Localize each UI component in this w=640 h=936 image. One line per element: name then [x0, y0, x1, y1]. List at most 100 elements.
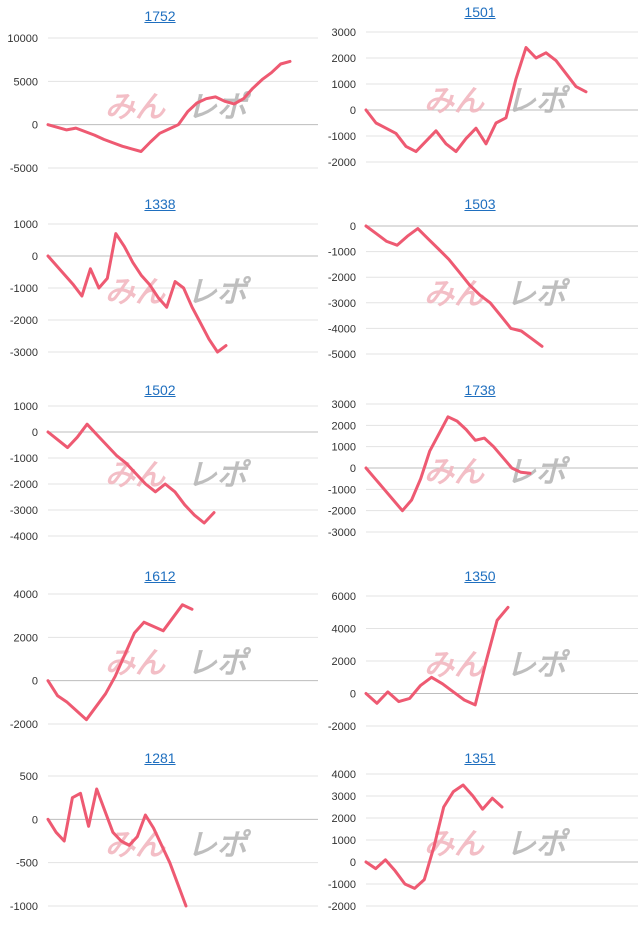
y-tick-label: -2000: [328, 506, 356, 518]
chart-title-link[interactable]: 1338: [144, 196, 176, 212]
y-tick-label: -3000: [328, 527, 356, 539]
watermark-logo: みん レポ: [424, 455, 571, 490]
chart-panel: 1612: [0, 558, 320, 744]
y-tick-label: -3000: [10, 505, 38, 517]
chart-title-link[interactable]: 1501: [464, 4, 496, 20]
y-tick-label: 5000: [14, 76, 38, 88]
chart-panel: 1503: [320, 186, 640, 372]
chart-title-link[interactable]: 1738: [464, 382, 496, 398]
y-tick-label: 0: [32, 427, 38, 439]
series-line: [364, 46, 588, 154]
svg-text:レポ: レポ: [506, 827, 571, 862]
chart-1351: -2000 -1000 0 1000 2000 3000 4000 みん レポ: [328, 769, 638, 913]
y-tick-label: -4000: [328, 323, 356, 335]
series-line: [364, 783, 504, 890]
y-tick-label: 0: [32, 814, 38, 826]
chart-1752: -5000 0 5000 10000 みん レポ: [7, 33, 318, 175]
svg-text:レポ: レポ: [187, 90, 252, 125]
chart-title-link[interactable]: 1503: [464, 196, 496, 212]
chart-panel: 1281: [0, 744, 320, 930]
chart-title-link[interactable]: 1752: [144, 8, 176, 24]
y-tick-label: 0: [350, 463, 356, 475]
y-tick-label: 4000: [332, 624, 356, 636]
y-tick-label: -4000: [10, 531, 38, 543]
svg-text:レポ: レポ: [506, 455, 571, 490]
y-tick-label: -1000: [328, 484, 356, 496]
y-tick-label: 0: [350, 857, 356, 869]
y-tick-label: -1000: [10, 901, 38, 913]
y-tick-label: -5000: [10, 163, 38, 175]
y-tick-label: 3000: [332, 27, 356, 39]
chart-panel: 1502: [0, 372, 320, 558]
y-tick-label: -2000: [328, 901, 356, 913]
y-tick-label: 2000: [332, 813, 356, 825]
chart-title-link[interactable]: 1350: [464, 568, 496, 584]
series-line: [46, 232, 228, 354]
svg-text:レポ: レポ: [506, 84, 571, 119]
y-tick-label: 1000: [332, 835, 356, 847]
series-line: [46, 787, 188, 908]
watermark-logo: みん レポ: [424, 84, 571, 119]
y-tick-label: 1000: [14, 401, 38, 413]
y-tick-label: 0: [350, 689, 356, 701]
watermark-logo: みん レポ: [424, 827, 571, 862]
chart-1501: -2000 -1000 0 1000 2000 3000 みん レポ: [328, 27, 638, 169]
series-line: [46, 422, 216, 525]
y-tick-label: 2000: [332, 656, 356, 668]
y-tick-label: -1000: [328, 131, 356, 143]
y-tick-label: 0: [350, 105, 356, 117]
watermark-logo: みん レポ: [105, 90, 252, 125]
y-tick-label: -1000: [328, 879, 356, 891]
y-tick-label: 3000: [332, 399, 356, 411]
series-line: [364, 224, 544, 348]
series-line: [364, 415, 532, 513]
y-tick-label: -1000: [10, 283, 38, 295]
y-tick-label: 0: [32, 251, 38, 263]
y-tick-label: 6000: [332, 591, 356, 603]
svg-text:レポ: レポ: [187, 275, 252, 310]
series-line: [364, 605, 510, 707]
y-tick-label: -1000: [10, 453, 38, 465]
chart-panel: 1351: [320, 744, 640, 930]
y-tick-label: 10000: [7, 33, 38, 45]
y-tick-label: 0: [350, 221, 356, 233]
series-line: [46, 603, 194, 722]
y-tick-label: 4000: [14, 589, 38, 601]
series-line: [46, 59, 292, 153]
svg-text:みん: みん: [105, 90, 166, 125]
chart-1738: -3000 -2000 -1000 0 1000 2000 3000 みん レポ: [328, 399, 638, 539]
chart-1502: -4000 -3000 -2000 -1000 0 1000 みん レポ: [10, 401, 318, 543]
y-tick-label: 2000: [14, 632, 38, 644]
svg-text:レポ: レポ: [506, 277, 571, 312]
svg-text:みん: みん: [105, 458, 166, 493]
y-tick-label: 500: [20, 771, 38, 783]
y-tick-label: 1000: [332, 79, 356, 91]
watermark-logo: みん レポ: [105, 828, 252, 863]
y-tick-label: 1000: [14, 219, 38, 231]
chart-panel: 1752: [0, 0, 320, 186]
y-tick-label: 0: [32, 676, 38, 688]
y-tick-label: -2000: [328, 157, 356, 169]
svg-text:レポ: レポ: [506, 648, 571, 683]
svg-text:みん: みん: [424, 277, 485, 312]
svg-text:みん: みん: [424, 84, 485, 119]
y-tick-label: -2000: [10, 719, 38, 731]
y-tick-label: 3000: [332, 791, 356, 803]
chart-1503: -5000 -4000 -3000 -2000 -1000 0 みん レポ: [328, 221, 638, 361]
y-tick-label: 2000: [332, 53, 356, 65]
chart-title-link[interactable]: 1612: [144, 568, 176, 584]
chart-panel: 1338: [0, 186, 320, 372]
chart-title-link[interactable]: 1351: [464, 750, 496, 766]
svg-text:レポ: レポ: [187, 828, 252, 863]
chart-title-link[interactable]: 1281: [144, 750, 176, 766]
chart-1281: -1000 -500 0 500 みん レポ: [10, 771, 318, 913]
y-tick-label: 2000: [332, 420, 356, 432]
watermark-logo: みん レポ: [105, 458, 252, 493]
y-tick-label: 0: [32, 120, 38, 132]
chart-title-link[interactable]: 1502: [144, 382, 176, 398]
chart-1338: -3000 -2000 -1000 0 1000 みん レポ: [10, 219, 318, 359]
